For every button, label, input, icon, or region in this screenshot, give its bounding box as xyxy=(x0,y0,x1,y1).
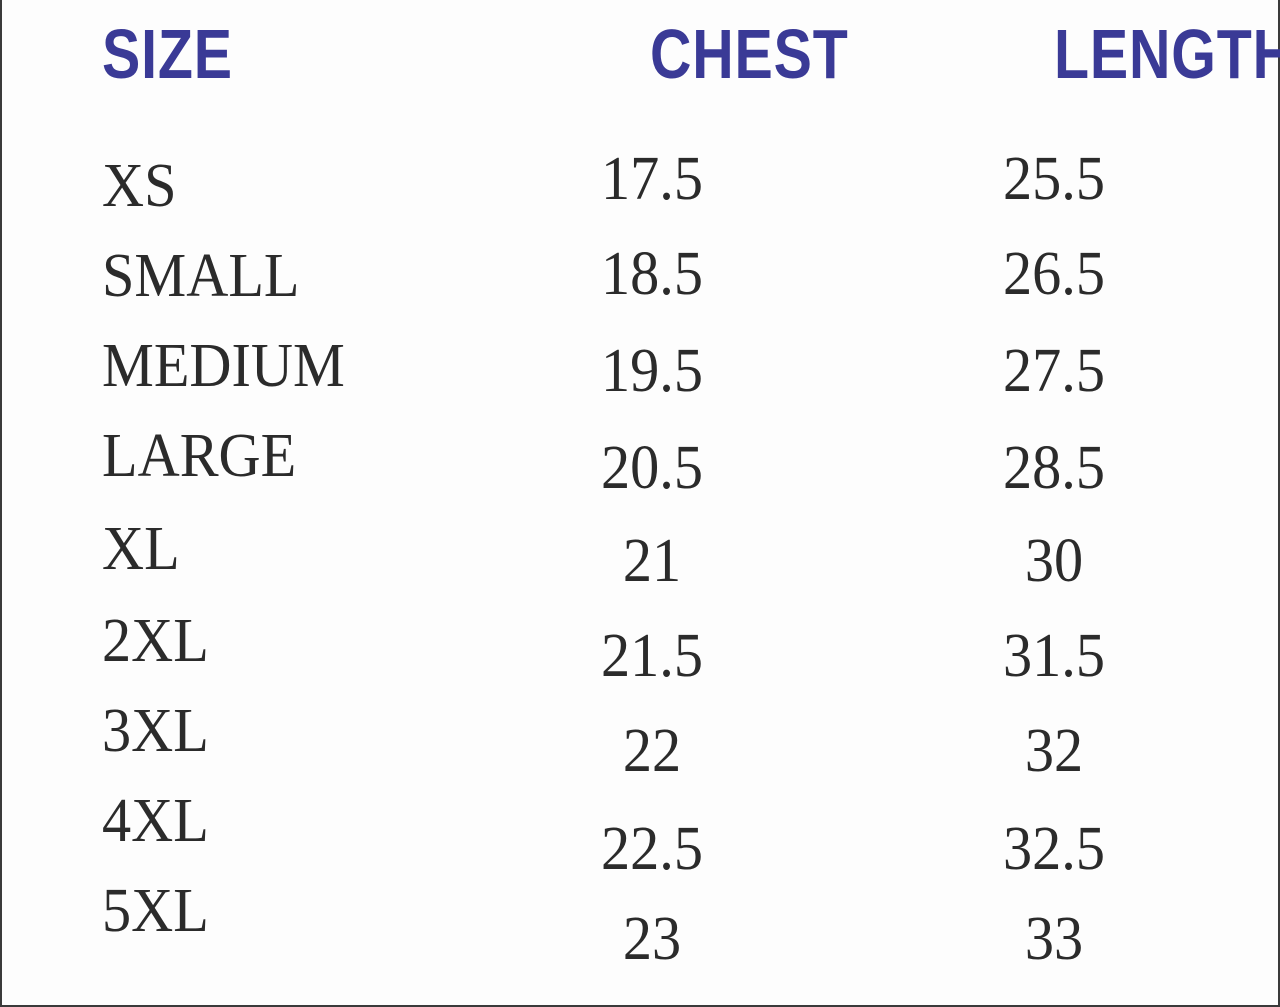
cell-chest: 21.5 xyxy=(601,622,703,690)
cell-chest: 19.5 xyxy=(601,337,703,405)
cell-size: 4XL xyxy=(102,787,209,855)
cell-size: 2XL xyxy=(102,607,209,675)
cell-length: 26.5 xyxy=(1003,240,1105,308)
cell-length: 25.5 xyxy=(1003,145,1105,213)
cell-length: 32.5 xyxy=(1003,815,1105,883)
cell-chest: 22 xyxy=(622,717,682,785)
cell-length: 30 xyxy=(1024,527,1084,595)
table-header-row: SIZE CHEST LENGTH xyxy=(102,15,1280,93)
cell-size: SMALL xyxy=(102,242,300,310)
cell-size: XS xyxy=(102,152,177,220)
cell-length: 32 xyxy=(1024,717,1084,785)
cell-size: LARGE xyxy=(102,422,297,490)
cell-size: XL xyxy=(102,515,180,583)
cell-chest: 22.5 xyxy=(601,815,703,883)
column-header-size: SIZE xyxy=(102,15,233,93)
cell-chest: 17.5 xyxy=(601,145,703,213)
cell-length: 28.5 xyxy=(1003,434,1105,502)
cell-length: 33 xyxy=(1024,905,1084,973)
cell-size: 5XL xyxy=(102,877,209,945)
cell-chest: 23 xyxy=(622,905,682,973)
cell-chest: 21 xyxy=(622,527,682,595)
cell-length: 27.5 xyxy=(1003,337,1105,405)
cell-size: MEDIUM xyxy=(102,332,345,400)
cell-chest: 18.5 xyxy=(601,240,703,308)
cell-size: 3XL xyxy=(102,697,209,765)
cell-chest: 20.5 xyxy=(601,434,703,502)
cell-length: 31.5 xyxy=(1003,622,1105,690)
